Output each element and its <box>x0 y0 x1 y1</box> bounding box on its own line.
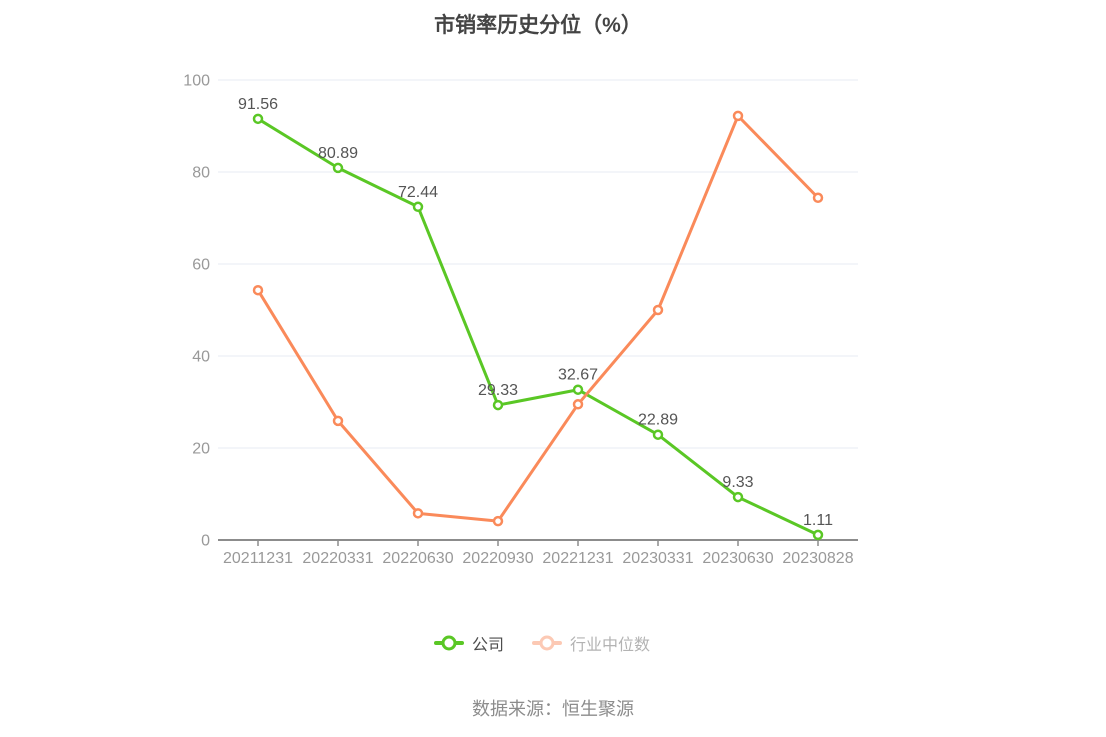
x-tick-label: 20230331 <box>622 550 693 567</box>
series-1-point <box>492 515 504 527</box>
y-tick-label: 20 <box>192 441 210 458</box>
series-1-point <box>332 415 344 427</box>
series-1-point <box>732 110 744 122</box>
chart-title: 市销率历史分位（%） <box>434 14 642 37</box>
y-tick-label: 40 <box>192 349 210 366</box>
line-chart-plot: 0 20 40 60 80 100 20211231 20220331 20220630 2022… <box>183 73 858 567</box>
series-0-point <box>252 113 264 125</box>
series-1-point <box>812 192 824 204</box>
legend-item-1[interactable]: 行业中位数 <box>532 631 650 655</box>
series-0-value-label: 22.89 <box>638 412 678 429</box>
series-0-value-label: 1.11 <box>803 512 833 529</box>
series-0-value-label: 72.44 <box>398 184 438 201</box>
legend-label: 公司 <box>471 637 504 654</box>
series-0-point <box>332 162 344 174</box>
x-tick-label: 20220331 <box>302 550 373 567</box>
series-0-value-label: 80.89 <box>318 145 358 162</box>
series-0-point <box>812 529 824 541</box>
series-1-point <box>652 304 664 316</box>
y-tick-label: 0 <box>201 533 210 550</box>
legend-label: 行业中位数 <box>570 637 651 654</box>
series-1-point <box>252 284 264 296</box>
series-1-point <box>412 508 424 519</box>
legend-line-marker-icon <box>532 635 562 651</box>
series-0-value-label: 91.56 <box>238 96 278 113</box>
chart-legend: 公司 行业中位数 <box>0 631 1084 655</box>
series-0-point <box>412 201 424 213</box>
series-0-point <box>572 384 584 395</box>
x-tick-label: 20230828 <box>782 550 853 567</box>
x-tick-label: 20220930 <box>462 550 533 567</box>
series-1-line <box>256 114 820 523</box>
legend-item-0[interactable]: 公司 <box>433 631 504 655</box>
series-1-point <box>572 399 584 410</box>
y-tick-label: 60 <box>192 257 210 274</box>
x-tick-label: 20230630 <box>702 550 773 567</box>
series-0-point <box>652 429 664 440</box>
y-tick-label: 100 <box>183 73 210 90</box>
series-0-value-label: 9.33 <box>722 474 753 491</box>
series-0-point <box>732 491 744 503</box>
data-source-caption: 数据来源：恒生聚源 <box>472 699 634 719</box>
x-tick-label: 20211231 <box>223 550 293 567</box>
x-tick-label: 20221231 <box>542 550 613 567</box>
x-tick-label: 20220630 <box>382 550 453 567</box>
y-tick-label: 80 <box>192 165 210 182</box>
legend-line-marker-icon <box>433 635 464 651</box>
series-0-line <box>256 117 820 537</box>
series-0-value-label: 29.33 <box>478 382 518 399</box>
series-0-value-label: 32.67 <box>558 367 598 384</box>
series-0-point <box>492 399 504 411</box>
